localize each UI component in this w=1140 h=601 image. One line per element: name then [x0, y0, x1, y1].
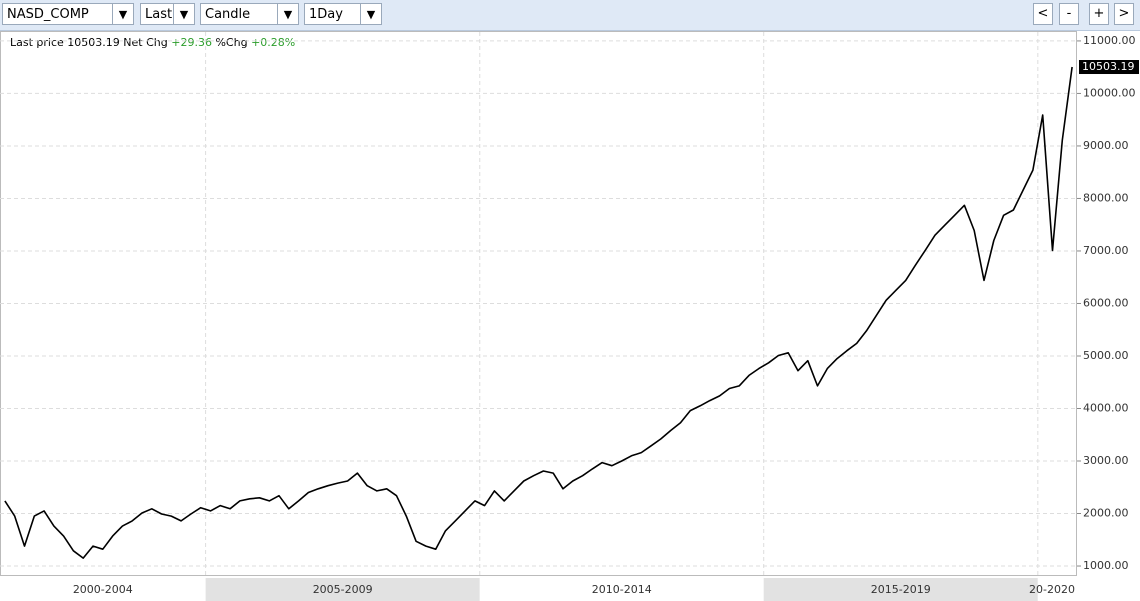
last-price-tag — [1079, 60, 1139, 75]
select-text: Candle — [205, 7, 251, 22]
field-select[interactable]: Last ▼ — [140, 3, 195, 25]
y-tick-label: 11000.00 — [1083, 34, 1136, 47]
toolbar: NASD_COMP ▼ Last ▼ Candle ▼ 1Day ▼ < - + > — [0, 0, 1140, 31]
y-tick-label: 9000.00 — [1083, 139, 1129, 152]
period-band — [763, 578, 1038, 601]
period-band — [479, 578, 764, 601]
dropdown-arrow[interactable]: ▼ — [173, 4, 194, 24]
dropdown-arrow[interactable]: ▼ — [360, 4, 381, 24]
period-band — [0, 578, 206, 601]
zoom-out-button[interactable]: - — [1059, 3, 1079, 25]
y-tick-label: 7000.00 — [1083, 244, 1129, 257]
dropdown-arrow[interactable]: ▼ — [277, 4, 298, 24]
period-label: 2000-2004 — [73, 583, 133, 596]
period-label: 20-2020 — [1029, 583, 1075, 596]
y-tick-label: 10000.00 — [1083, 86, 1136, 99]
zoom-in-button[interactable]: + — [1089, 3, 1109, 25]
y-tick-label: 4000.00 — [1083, 401, 1129, 414]
period-label: 2010-2014 — [592, 583, 652, 596]
y-tick-label: 3000.00 — [1083, 454, 1129, 467]
scroll-right-button[interactable]: > — [1114, 3, 1134, 25]
y-tick-label: 2000.00 — [1083, 507, 1129, 520]
chart-type-select[interactable]: Candle ▼ — [200, 3, 299, 25]
y-tick-label: 8000.00 — [1083, 191, 1129, 204]
symbol-select[interactable]: NASD_COMP ▼ — [2, 3, 134, 25]
last-price: 10503.19 — [67, 36, 120, 49]
period-band — [205, 578, 480, 601]
last-price-tag-label: 10503.19 — [1082, 60, 1135, 73]
pct-change: +0.28% — [251, 36, 295, 49]
price-line — [4, 66, 1073, 559]
y-tick-label: 5000.00 — [1083, 349, 1129, 362]
info-label: Net Chg — [123, 36, 167, 49]
period-label: 2015-2019 — [871, 583, 931, 596]
info-label: %Chg — [215, 36, 247, 49]
select-text: 1Day — [309, 7, 343, 22]
select-text: Last — [145, 7, 173, 22]
y-tick-label: 1000.00 — [1083, 559, 1129, 572]
net-change: +29.36 — [171, 36, 212, 49]
price-info: Last price 10503.19 Net Chg +29.36 %Chg … — [10, 36, 295, 49]
period-band — [1037, 578, 1077, 601]
scroll-left-button[interactable]: < — [1033, 3, 1053, 25]
period-label: 2005-2009 — [313, 583, 373, 596]
chart: Last price 10503.19 Net Chg +29.36 %Chg … — [0, 31, 1139, 601]
dropdown-arrow[interactable]: ▼ — [112, 4, 133, 24]
info-label: Last price — [10, 36, 64, 49]
select-text: NASD_COMP — [7, 7, 89, 22]
y-tick-label: 6000.00 — [1083, 296, 1129, 309]
interval-select[interactable]: 1Day ▼ — [304, 3, 382, 25]
